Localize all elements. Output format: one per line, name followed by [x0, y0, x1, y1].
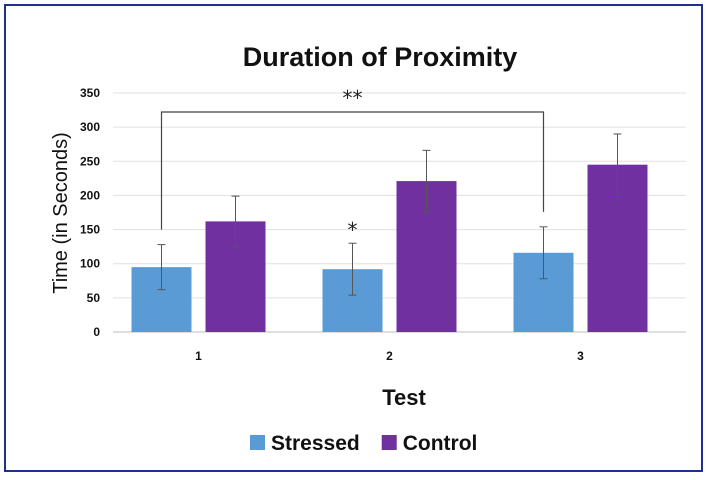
legend-label-stressed: Stressed [271, 432, 360, 455]
x-tick-label: 2 [386, 349, 393, 363]
y-tick-label: 150 [80, 223, 100, 237]
y-tick-label: 50 [87, 291, 101, 305]
y-tick-label: 200 [80, 188, 100, 202]
bars-group [131, 133, 648, 332]
significance-annotations: *** [160, 86, 545, 242]
legend: Stressed Control [250, 432, 477, 455]
significance-bracket [160, 111, 545, 230]
y-tick-labels: 0 50 100 150 200 250 300 350 [80, 86, 100, 339]
chart-frame [4, 4, 703, 472]
significance-marker: ** [343, 86, 363, 110]
y-tick-label: 0 [93, 325, 100, 339]
legend-swatch-control [381, 435, 397, 450]
y-tick-label: 250 [80, 154, 100, 168]
x-tick-label: 1 [195, 349, 202, 363]
legend-label-control: Control [403, 432, 478, 455]
x-axis-label: Test [382, 385, 426, 410]
significance-marker: * [348, 218, 358, 242]
x-tick-labels: 1 2 3 [195, 349, 584, 363]
chart-title: Duration of Proximity [243, 42, 518, 72]
y-tick-label: 300 [80, 120, 100, 134]
x-tick-label: 3 [577, 349, 584, 363]
legend-swatch-stressed [250, 435, 265, 450]
y-tick-label: 350 [80, 86, 100, 100]
y-tick-label: 100 [80, 257, 100, 271]
y-axis-label: Time (in Seconds) [50, 132, 72, 294]
